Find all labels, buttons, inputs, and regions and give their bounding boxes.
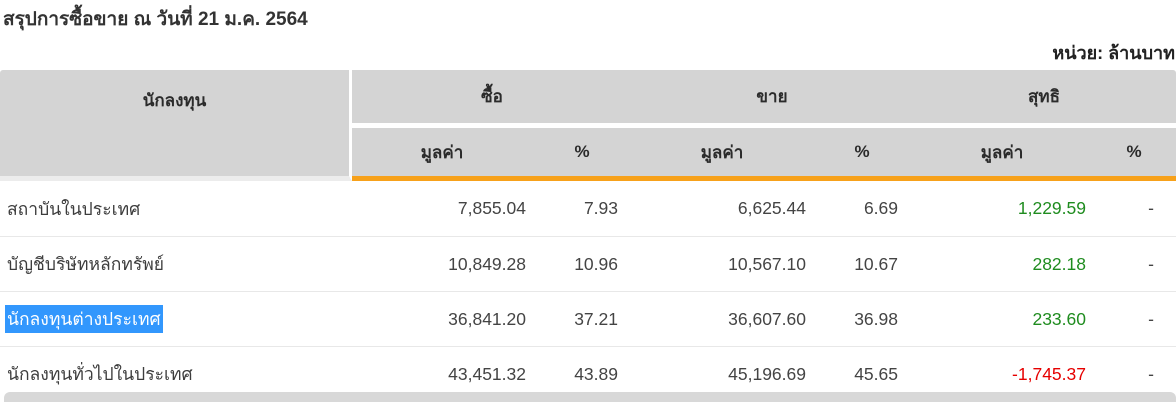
investor-name: นักลงทุนต่างประเทศ — [0, 305, 352, 334]
net-percent: - — [1148, 253, 1154, 274]
sell-value: 36,607.60 — [728, 308, 806, 329]
sell-value: 45,196.69 — [728, 363, 806, 384]
next-section-header-edge — [4, 392, 1176, 402]
buy-value: 43,451.32 — [448, 363, 526, 384]
sell-value: 10,567.10 — [728, 253, 806, 274]
buy-percent: 7.93 — [583, 198, 618, 219]
table-header: นักลงทุน ซื้อ ขาย สุทธิ มูลค่า % มูลค่า … — [0, 70, 1176, 182]
buy-percent: 43.89 — [574, 363, 618, 384]
table-row: สถาบันในประเทศ 7,855.04 7.93 6,625.44 6.… — [0, 181, 1176, 237]
column-header-investor: นักลงทุน — [0, 70, 352, 182]
table-body: สถาบันในประเทศ 7,855.04 7.93 6,625.44 6.… — [0, 181, 1176, 402]
net-value: -1,745.37 — [1012, 363, 1086, 384]
net-percent: - — [1148, 198, 1154, 219]
net-percent: - — [1148, 363, 1154, 384]
column-header-sell-pct: % — [812, 128, 912, 182]
column-group-net: สุทธิ — [912, 70, 1176, 129]
buy-percent: 10.96 — [574, 253, 618, 274]
column-header-sell-value: มูลค่า — [632, 128, 812, 182]
sell-percent: 10.67 — [854, 253, 898, 274]
investor-name: บัญชีบริษัทหลักทรัพย์ — [7, 254, 165, 275]
net-value: 282.18 — [1032, 253, 1086, 274]
unit-label: หน่วย: ล้านบาท — [1052, 42, 1175, 63]
sell-value: 6,625.44 — [737, 198, 806, 219]
table-row: บัญชีบริษัทหลักทรัพย์ 10,849.28 10.96 10… — [0, 236, 1176, 292]
sell-percent: 45.65 — [854, 363, 898, 384]
sell-percent: 6.69 — [863, 198, 898, 219]
net-value: 233.60 — [1032, 308, 1086, 329]
column-group-buy: ซื้อ — [352, 70, 632, 129]
buy-value: 7,855.04 — [457, 198, 526, 219]
buy-value: 36,841.20 — [448, 308, 526, 329]
investor-name: นักลงทุนทั่วไปในประเทศ — [7, 364, 193, 385]
column-header-net-pct: % — [1092, 128, 1176, 182]
table-row: นักลงทุนต่างประเทศ 36,841.20 37.21 36,60… — [0, 291, 1176, 347]
net-value: 1,229.59 — [1017, 198, 1086, 219]
page-title: สรุปการซื้อขาย ณ วันที่ 21 ม.ค. 2564 — [3, 9, 308, 30]
net-percent: - — [1148, 308, 1154, 329]
buy-percent: 37.21 — [574, 308, 618, 329]
column-header-net-value: มูลค่า — [912, 128, 1092, 182]
trading-summary-table: นักลงทุน ซื้อ ขาย สุทธิ มูลค่า % มูลค่า … — [0, 70, 1176, 402]
buy-value: 10,849.28 — [448, 253, 526, 274]
column-header-buy-value: มูลค่า — [352, 128, 532, 182]
sell-percent: 36.98 — [854, 308, 898, 329]
column-header-buy-pct: % — [532, 128, 632, 182]
column-group-sell: ขาย — [632, 70, 912, 129]
investor-name: สถาบันในประเทศ — [7, 198, 141, 219]
